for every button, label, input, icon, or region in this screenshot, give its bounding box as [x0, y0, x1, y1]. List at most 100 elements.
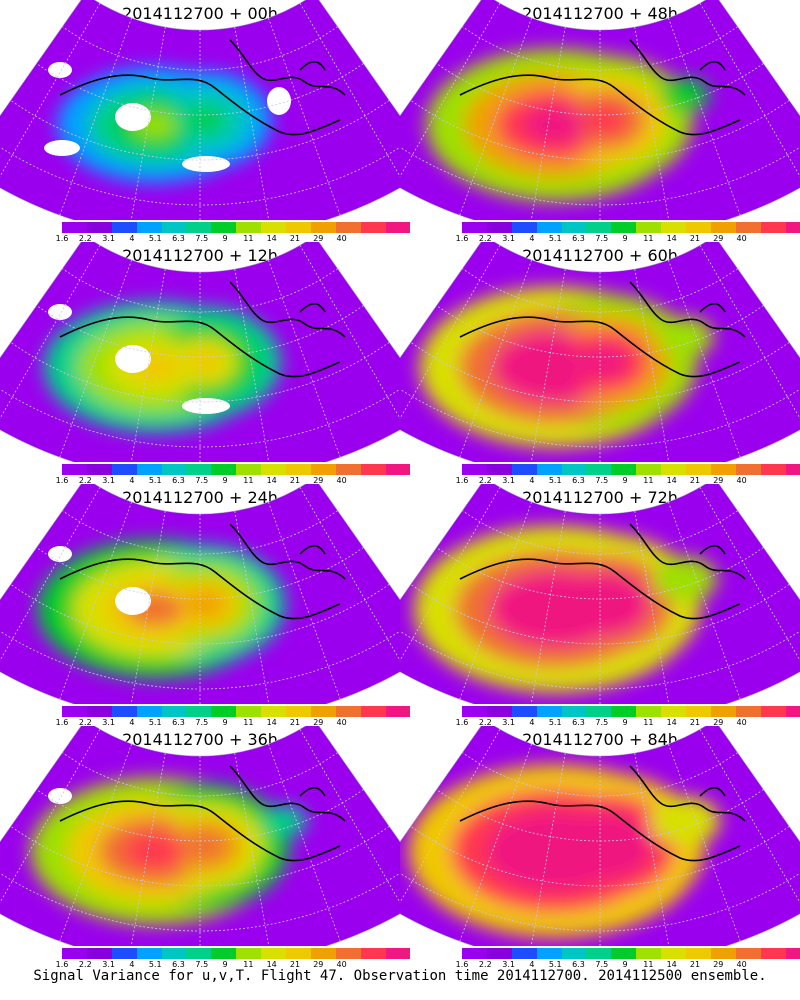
colorbar-label: 21 — [289, 960, 301, 969]
colorbar-label: 40 — [736, 718, 747, 727]
colorbar-swatch — [785, 706, 800, 717]
parallel-line — [10, 99, 390, 161]
colorbar-swatch — [785, 948, 800, 959]
colorbar-label: 4 — [129, 234, 135, 243]
variance-contour — [190, 109, 220, 131]
colorbar-swatch — [385, 464, 411, 475]
colorbar-swatch — [710, 464, 736, 475]
colorbar-swatch — [561, 464, 587, 475]
colorbar-swatch — [211, 222, 237, 233]
colorbar-swatch — [710, 222, 736, 233]
colorbar-swatch — [462, 948, 487, 959]
colorbar-swatch — [636, 222, 662, 233]
colorbar-swatch — [661, 464, 687, 475]
colorbar-label: 14 — [666, 234, 677, 243]
meridian-line — [234, 268, 272, 462]
colorbar-swatch — [86, 706, 112, 717]
colorbar-labels: 1.6 2.2 3.1 4 5.1 6.3 7.5 9 11 14 21 29 40 — [56, 718, 362, 730]
colorbar-swatch — [360, 464, 386, 475]
colorbar-label: 4 — [129, 960, 135, 969]
colorbar-label: 1.6 — [55, 718, 69, 727]
colorbar-label: 40 — [336, 476, 347, 485]
colorbar-label: 29 — [313, 718, 324, 727]
parallel-line — [36, 789, 364, 842]
meridian-line — [668, 501, 741, 700]
colorbar-label: 21 — [289, 476, 301, 485]
parallel-line — [0, 862, 400, 932]
colorbar-label: 11 — [243, 476, 254, 485]
meridian-line — [299, 245, 400, 428]
colorbar-swatch — [111, 948, 137, 959]
colorbar-swatch — [161, 464, 187, 475]
colorbar-label: 11 — [243, 960, 254, 969]
colorbar-label: 1.6 — [55, 476, 69, 485]
colorbar-label: 2.2 — [78, 960, 92, 969]
map-outline — [400, 484, 800, 704]
colorbar-swatch — [62, 222, 87, 233]
colorbar-label: 5.1 — [148, 476, 162, 485]
colorbar-swatch — [511, 706, 537, 717]
colorbar-label: 29 — [313, 476, 324, 485]
meridian-line — [268, 17, 341, 216]
variance-contour — [187, 348, 223, 376]
colorbar-swatch — [211, 464, 237, 475]
colorbar — [462, 706, 800, 717]
colorbar-swatch — [186, 464, 212, 475]
colorbar-swatch — [261, 464, 287, 475]
coastline — [459, 39, 746, 136]
colorbar-swatch — [561, 948, 587, 959]
colorbar-label: 2.2 — [478, 960, 492, 969]
colorbar-swatch — [186, 948, 212, 959]
variance-map — [400, 726, 800, 946]
colorbar-swatch — [636, 948, 662, 959]
map-outline — [400, 242, 800, 462]
colorbar-labels: 1.6 2.2 3.1 4 5.1 6.3 7.5 9 11 14 21 29 40 — [56, 960, 362, 972]
colorbar-label: 7.5 — [595, 960, 609, 969]
colorbar-swatch — [86, 464, 112, 475]
parallel-line — [462, 510, 738, 555]
panel-title: 2014112700 + 00h — [122, 4, 278, 23]
colorbar-swatch — [136, 464, 162, 475]
colorbar-swatch — [586, 706, 612, 717]
meridian-line — [668, 743, 741, 942]
colorbar-label: 6.3 — [172, 718, 185, 727]
colorbar-swatch — [661, 706, 687, 717]
parallel-line — [410, 341, 790, 403]
colorbar-label: 3.1 — [102, 960, 115, 969]
missing-data-patch — [115, 103, 151, 131]
colorbar-label: 9 — [222, 234, 228, 243]
parallel-line — [62, 510, 338, 555]
map-outline — [0, 484, 400, 704]
colorbar — [62, 948, 411, 959]
variance-map — [400, 484, 800, 704]
missing-data-patch — [115, 587, 151, 615]
colorbar-label: 14 — [266, 476, 277, 485]
meridian-line — [234, 752, 272, 946]
colorbar-swatch — [335, 706, 361, 717]
meridian-line — [459, 17, 532, 216]
colorbar-swatch — [261, 948, 287, 959]
colorbar-label: 4 — [529, 960, 535, 969]
parallel-line — [410, 583, 790, 645]
colorbar-swatch — [661, 222, 687, 233]
colorbar-labels: 1.6 2.2 3.1 4 5.1 6.3 7.5 9 11 14 21 29 40 — [456, 960, 762, 972]
parallel-line — [62, 26, 338, 71]
colorbar-swatch — [511, 948, 537, 959]
meridian-line — [59, 501, 132, 700]
colorbar-swatch — [636, 706, 662, 717]
colorbar-swatch — [536, 464, 562, 475]
meridian-line — [528, 752, 566, 946]
colorbar-label: 2.2 — [78, 476, 92, 485]
colorbar-swatch — [486, 706, 512, 717]
coastline — [59, 39, 346, 136]
colorbar-swatch — [735, 706, 761, 717]
colorbar-label: 9 — [622, 960, 628, 969]
variance-contour — [183, 830, 227, 862]
colorbar-swatch — [536, 706, 562, 717]
colorbar-label: 3.1 — [502, 718, 515, 727]
meridian-line — [400, 487, 501, 670]
meridian-line — [0, 245, 101, 428]
colorbar-label: 3.1 — [102, 234, 115, 243]
colorbar-swatch — [211, 948, 237, 959]
colorbar-swatch — [636, 464, 662, 475]
